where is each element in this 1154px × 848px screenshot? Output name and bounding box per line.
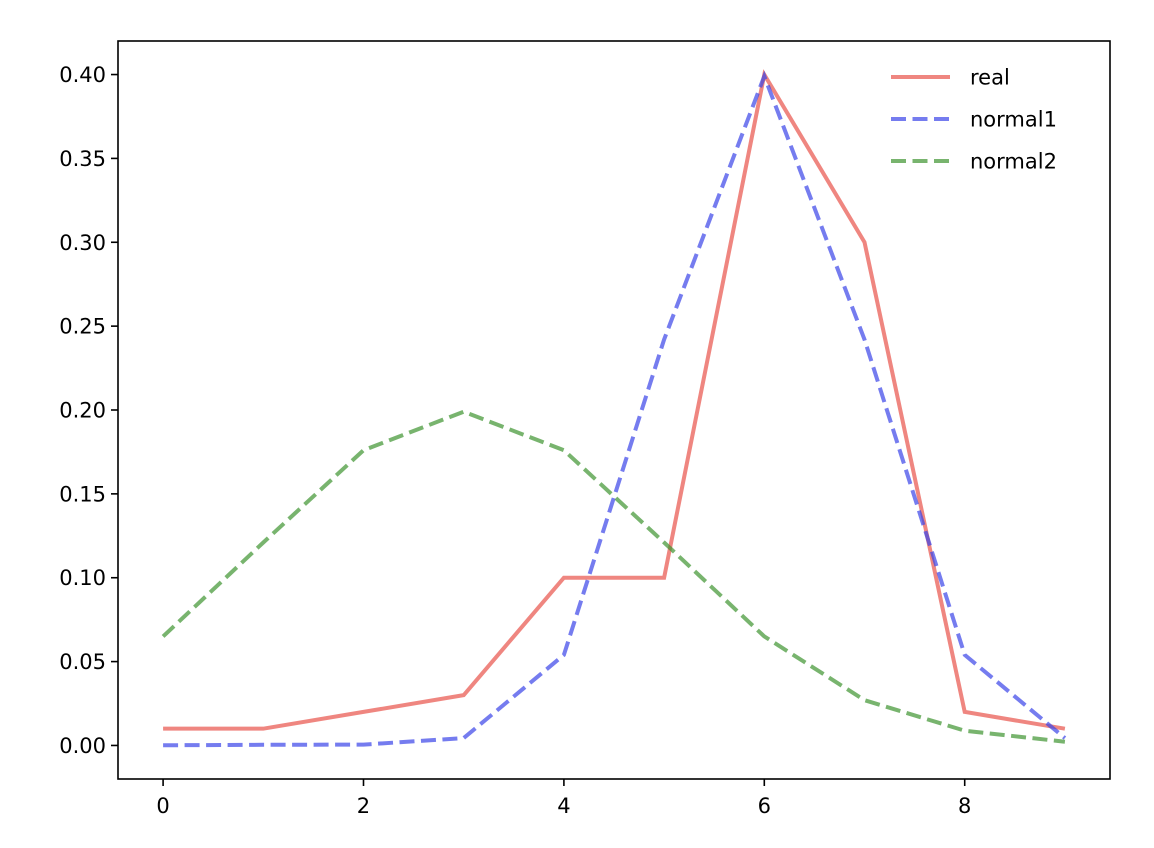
y-tick-label: 0.30 (59, 231, 106, 255)
legend-label-normal2: normal2 (970, 150, 1057, 174)
y-tick-label: 0.05 (59, 650, 106, 674)
plot-area (161, 69, 1067, 748)
series-line-normal1 (163, 70, 1067, 748)
y-tick-label: 0.15 (59, 482, 106, 506)
y-tick-label: 0.10 (59, 566, 106, 590)
legend: real normal1 normal2 (891, 66, 1057, 174)
y-tick-label: 0.00 (59, 734, 106, 758)
y-tick-label: 0.40 (59, 63, 106, 87)
x-tick-label: 4 (557, 794, 570, 818)
axes: 0 2 4 6 8 0.00 0.05 0.10 0.15 0.20 0.25 0.30 0.35 0.4… (59, 40, 1111, 818)
y-tick-label: 0.35 (59, 147, 106, 171)
series-line-real (163, 69, 1066, 731)
x-tick-label: 2 (357, 794, 370, 818)
x-tick-label: 0 (156, 794, 169, 818)
legend-label-normal1: normal1 (970, 108, 1057, 132)
legend-label-real: real (970, 66, 1010, 90)
x-tick-label: 8 (958, 794, 971, 818)
series-line-normal2 (161, 409, 1066, 744)
y-tick-label: 0.25 (59, 315, 106, 339)
x-tick-label: 6 (758, 794, 771, 818)
y-tick-label: 0.20 (59, 399, 106, 423)
